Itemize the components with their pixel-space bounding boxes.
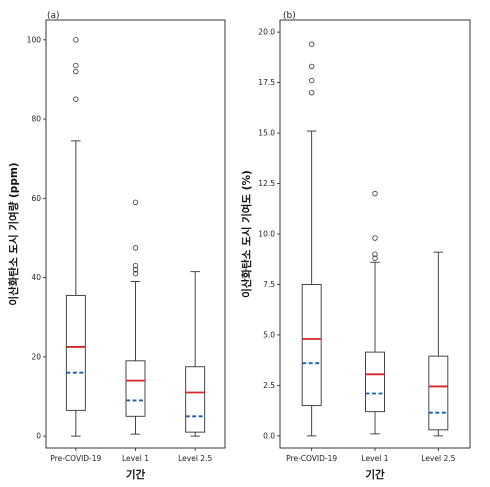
outlier-point (372, 235, 378, 241)
box-1 (301, 41, 322, 437)
outlier-point (372, 251, 378, 257)
outlier-point (132, 266, 139, 273)
outlier-point (308, 41, 315, 47)
y-axis-title: 이산화탄소 도시 기여량 (ppm) (7, 162, 20, 305)
y-tick-label: 17.5 (258, 78, 275, 87)
y-tick-label: 5.0 (263, 331, 275, 340)
box-3 (428, 251, 449, 437)
y-tick-label: 12.5 (258, 179, 275, 188)
y-tick-label: 7.5 (263, 280, 275, 289)
outlier-point (132, 245, 139, 251)
outlier-point (132, 199, 139, 205)
panel-b: (b) 0.0 2.5 5.0 7.5 10.0 12.5 15.0 17.5 20.0 Pre-C… (240, 11, 471, 481)
panel-label: (b) (283, 11, 296, 21)
x-tick-label: Level 2.5 (178, 454, 212, 463)
outlier-point (132, 270, 139, 277)
box-iqr (65, 294, 86, 411)
y-tick-label: 20.0 (258, 28, 275, 37)
x-axis-title: 기간 (365, 468, 385, 481)
outlier-point (73, 37, 79, 43)
outlier-point (73, 62, 79, 69)
y-tick-label: 20 (31, 352, 41, 361)
panel-label: (a) (47, 11, 60, 21)
box-1 (65, 37, 86, 437)
box-2 (125, 199, 146, 435)
y-tick-label: 60 (31, 194, 41, 203)
y-tick-label: 10.0 (258, 230, 275, 239)
x-tick-label: Level 2.5 (421, 454, 455, 463)
box-iqr (428, 355, 449, 431)
outlier-point (308, 89, 315, 96)
y-tick-label: 40 (31, 273, 41, 282)
y-tick-label: 0.0 (263, 431, 275, 440)
box-iqr (365, 351, 385, 413)
box-iqr (301, 284, 322, 407)
x-tick-label: Level 1 (122, 454, 149, 463)
box-3 (185, 271, 206, 437)
outlier-point (308, 63, 315, 70)
box-iqr (125, 360, 146, 417)
outlier-point (308, 77, 315, 84)
x-tick-label: Pre-COVID-19 (286, 454, 337, 463)
y-axis-title: 이산화탄소 도시 기여도 (%) (240, 170, 253, 298)
y-tick-label: 80 (31, 115, 41, 124)
y-tick-label: 0 (36, 432, 41, 441)
box-2 (365, 190, 385, 435)
outlier-point (73, 68, 79, 75)
outlier-point (372, 255, 378, 261)
panel-a: (a) 0 20 40 60 80 100 Pre-COVID-19 Level 1 Level … (7, 11, 226, 481)
outlier-point (132, 263, 139, 269)
y-tick-label: 15.0 (258, 129, 275, 138)
x-tick-label: Pre-COVID-19 (50, 454, 101, 463)
x-tick-label: Level 1 (362, 454, 389, 463)
y-tick-label: 2.5 (263, 381, 275, 390)
outlier-point (372, 190, 378, 197)
outlier-point (73, 96, 79, 102)
box-iqr (185, 366, 206, 433)
x-axis-title: 기간 (126, 468, 146, 481)
y-tick-label: 100 (27, 35, 42, 44)
